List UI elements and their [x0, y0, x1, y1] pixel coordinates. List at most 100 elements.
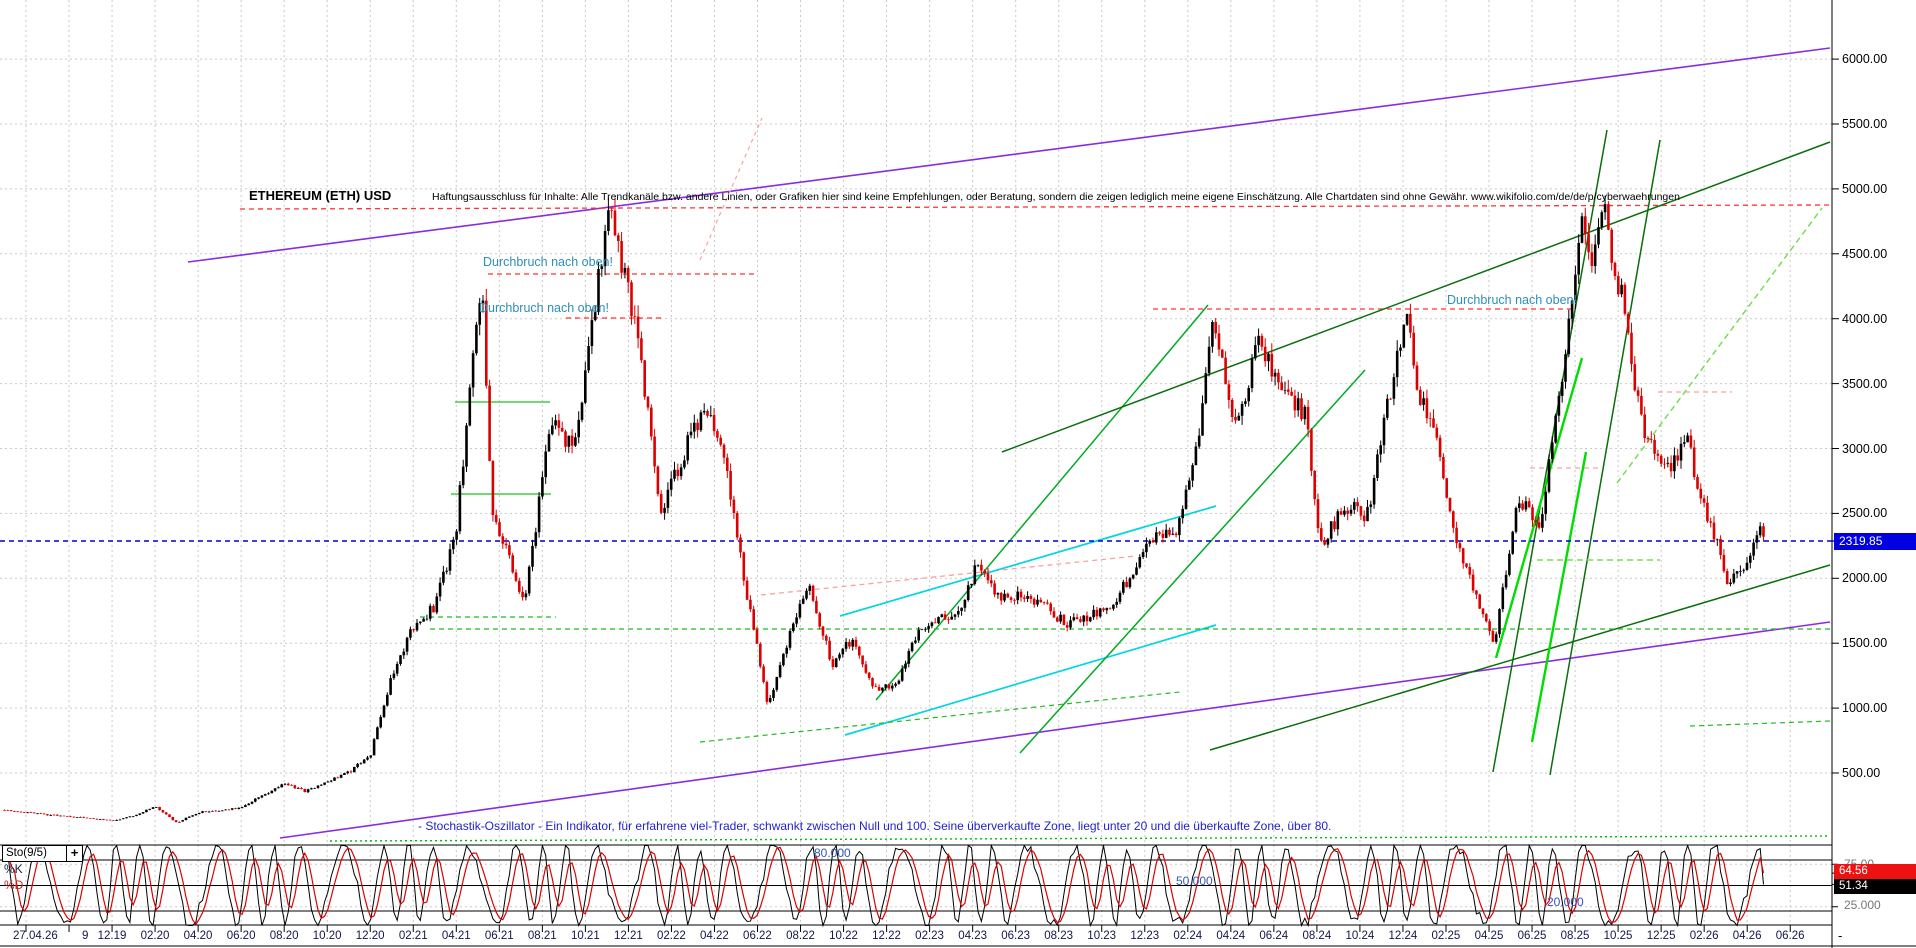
trendline-brightgreen-steep-2025-b	[1530, 451, 1588, 743]
time-axis-label: 06.20	[226, 930, 256, 942]
percent-k-label: %K	[4, 862, 23, 876]
candles-layer	[3, 195, 1765, 823]
oscillator-layer	[0, 843, 1832, 928]
trendline-salmon-trend-2023	[760, 555, 1137, 596]
time-axis-label: 10.24	[1345, 930, 1375, 942]
trendline-green-steep-2023-a	[875, 304, 1209, 701]
price-axis-label: 500.00	[1842, 766, 1881, 780]
time-axis-partial-label: 9	[82, 930, 89, 942]
trendline-green-dash-support-asc	[699, 691, 1181, 743]
trendline-darkgreen-resist-long	[1001, 141, 1831, 453]
trendline-cyan-channel-top	[839, 505, 1217, 617]
price-axis-label: 2000.00	[1842, 571, 1888, 586]
disclaimer-text: Haftungsausschluss für Inhalte: Alle Tre…	[432, 191, 1680, 203]
time-axis-label: 10.25	[1603, 930, 1633, 942]
time-axis-label: 04.24	[1216, 930, 1246, 942]
time-axis-label: 04.20	[183, 930, 213, 942]
time-axis-label: 10.22	[829, 930, 858, 942]
breakout-annotation-2021a: Durchbruch nach oben!	[483, 255, 613, 269]
price-axis-label: 6000.00	[1842, 52, 1888, 67]
time-axis-label: 06.25	[1517, 930, 1547, 942]
time-axis-label: 02.21	[398, 930, 428, 942]
price-axis-label: 3000.00	[1842, 441, 1888, 456]
time-axis-label: 02.23	[915, 930, 944, 942]
time-axis-label: 02.22	[656, 930, 686, 942]
current-price-tag: 2319.85	[1834, 533, 1916, 550]
oscillator-level-50: 50.000	[1176, 874, 1213, 888]
price-axis-label: 1500.00	[1842, 636, 1888, 651]
time-axis-label: 04.25	[1474, 930, 1504, 942]
breakout-annotation-2021b: Durchbruch nach oben!	[479, 301, 609, 315]
trendline-purple-channel-bottom	[279, 621, 1831, 839]
time-axis-label: 04.23	[958, 930, 987, 942]
time-axis-label: 04.26	[1732, 930, 1762, 942]
time-axis-label: 08.20	[269, 930, 299, 942]
trendline-brightgreen-steep-2025-a	[1494, 357, 1584, 659]
oscillator-k-value-tag: 51.34	[1834, 879, 1916, 894]
breakout-annotation-2025: Durchbruch nach oben!	[1447, 293, 1577, 307]
indicator-expand-button[interactable]: +	[66, 845, 83, 862]
trendline-darkgreen-steep-2025-b	[1549, 139, 1661, 776]
time-axis-label: 06.21	[484, 930, 514, 942]
stochastic-k-line	[4, 843, 1764, 928]
oscillator-description: - Stochastik-Oszillator - Ein Indikator,…	[418, 819, 1332, 833]
trendline-green-dash-right-low	[1689, 720, 1831, 727]
trendline-resistance-top	[239, 204, 1831, 210]
time-axis-label: 10.23	[1087, 930, 1117, 942]
time-axis-label: 08.22	[786, 930, 815, 942]
time-axis-start-date: 27.04.26	[13, 930, 58, 942]
time-axis-label: 02.25	[1431, 930, 1461, 942]
oscillator-axis-25: 25.000	[1844, 898, 1881, 912]
time-axis-label: 12.22	[872, 930, 901, 942]
price-axis-label: 1000.00	[1842, 701, 1888, 716]
price-axis-label: 4000.00	[1842, 311, 1888, 326]
time-axis-label: 12.20	[355, 930, 385, 942]
gridlines-layer	[0, 0, 1832, 925]
stochastic-d-line	[3, 845, 1765, 926]
zoom-out-button[interactable]: -	[1838, 928, 1843, 943]
trendline-lightgreen-dash-steep	[1616, 207, 1823, 484]
time-axis-label: 10.20	[312, 930, 342, 942]
time-axis-label: 08.21	[527, 930, 557, 942]
time-axis-label: 06.23	[1001, 930, 1031, 942]
oscillator-d-value-tag: 64.56	[1834, 864, 1916, 879]
trendline-green-dot-bottom	[329, 835, 1831, 842]
time-axis-label: 08.24	[1302, 930, 1332, 942]
time-axis-label: 12.25	[1646, 930, 1676, 942]
percent-d-label: %D	[4, 878, 24, 892]
trendlines-layer	[0, 47, 1832, 842]
trendline-pink-steep-broken	[699, 117, 763, 261]
time-axis-label: 02.26	[1689, 930, 1719, 942]
trendline-darkgreen-support-long	[1209, 564, 1831, 751]
time-axis-label: 04.21	[441, 930, 471, 942]
time-axis-label: 08.25	[1560, 930, 1590, 942]
trendline-green-steep-2023-b	[1019, 369, 1366, 754]
page-title: ETHEREUM (ETH) USD	[249, 188, 392, 203]
time-axis-label: 06.22	[743, 930, 772, 942]
price-axis-label: 2500.00	[1842, 506, 1888, 521]
price-axis-label: 5500.00	[1842, 117, 1888, 131]
oscillator-level-80: 80.000	[814, 846, 851, 860]
time-axis-label: 06.24	[1259, 930, 1289, 942]
time-axis-label: 02.24	[1173, 930, 1203, 942]
price-axis-label: 3500.00	[1842, 376, 1888, 391]
time-axis-label: 12.23	[1130, 930, 1160, 942]
trendline-darkgreen-steep-2025-a	[1492, 129, 1608, 773]
time-axis-label: 02.20	[140, 930, 170, 942]
indicator-settings-button[interactable]: Sto(9/5)	[2, 845, 68, 862]
price-axis-label: 4500.00	[1842, 246, 1888, 261]
time-axis-label: 06.26	[1775, 930, 1805, 942]
time-axis-label: 12.24	[1388, 930, 1418, 942]
price-axis-label: 5000.00	[1842, 181, 1888, 196]
trendline-purple-channel-top	[187, 47, 1831, 263]
time-axis-label: 10.21	[570, 930, 600, 942]
time-axis-label: 12.19	[97, 930, 127, 942]
time-axis-label: 12.21	[613, 930, 643, 942]
time-axis-label: 08.23	[1044, 930, 1074, 942]
time-axis-label: 04.22	[700, 930, 729, 942]
trendline-cyan-channel-bottom	[844, 624, 1217, 736]
oscillator-level-20: 20.000	[1547, 895, 1584, 909]
